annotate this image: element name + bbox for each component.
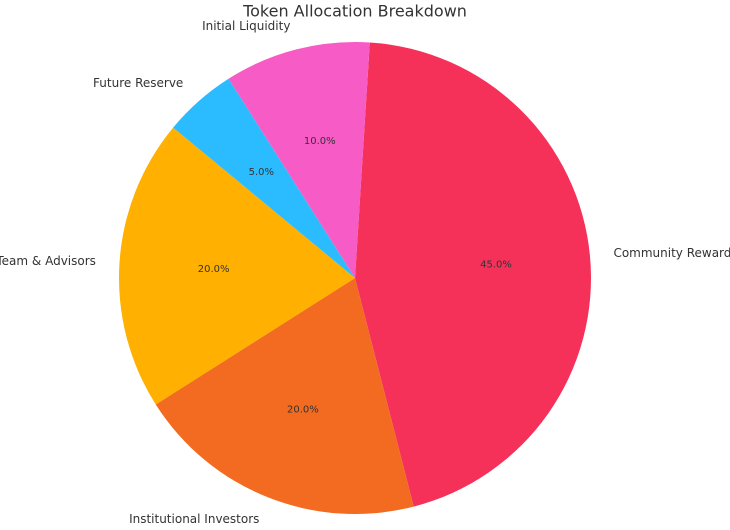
slice-label: Initial Liquidity: [202, 19, 290, 33]
pie-slice: [228, 42, 370, 278]
pie-slice: [355, 42, 591, 507]
pie-slice: [118, 127, 355, 405]
slice-label: Team & Advisors: [0, 254, 96, 268]
value-label: 5.0%: [249, 167, 274, 178]
slice-label: Institutional Investors: [129, 512, 259, 526]
pie-slice: [155, 278, 414, 514]
value-label: 20.0%: [287, 405, 319, 416]
chart-title: Token Allocation Breakdown: [242, 2, 467, 21]
slice-label: Community Rewards: [613, 246, 730, 260]
value-label: 20.0%: [198, 264, 230, 275]
value-label: 45.0%: [480, 260, 512, 271]
slice-label: Future Reserve: [93, 76, 183, 90]
pie-slice: [173, 78, 355, 278]
value-label: 10.0%: [304, 136, 336, 147]
